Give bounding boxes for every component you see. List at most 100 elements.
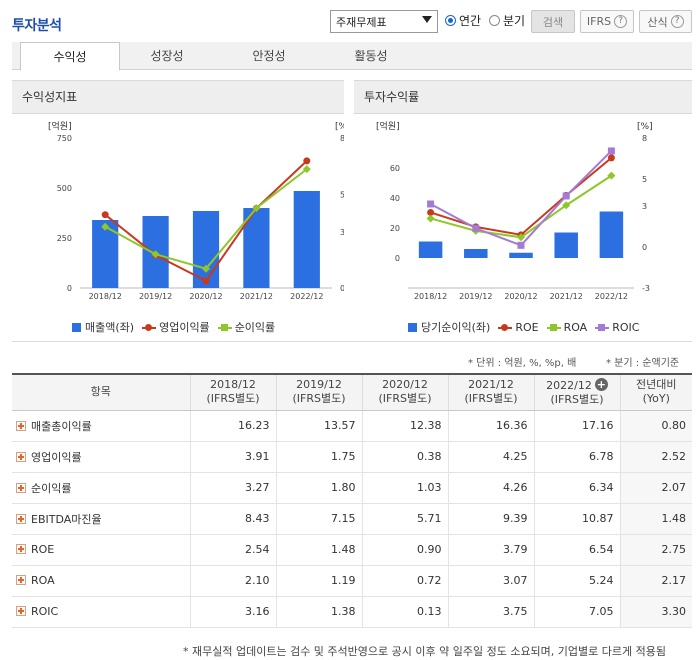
data-point: [202, 277, 210, 285]
value-cell: 1.75: [275, 441, 362, 473]
row-label-cell[interactable]: ROIC: [12, 596, 190, 628]
question-icon: ?: [614, 15, 628, 28]
value-cell: 4.26: [447, 472, 534, 504]
row-label-cell[interactable]: EBITDA마진율: [12, 503, 190, 535]
value-cell: 2.54: [189, 534, 276, 566]
return-chart: [억원] [%] 60 40 20 0 8 5 3 0 -3 2018/12 2019/12 2020/1…: [376, 120, 653, 301]
x-tick-label: 2019/12: [459, 292, 492, 301]
value-cell: 16.23: [189, 410, 276, 442]
header-col: 2018/12 (IFRS별도): [189, 374, 276, 411]
y-right-tick-label: 0: [642, 243, 647, 252]
value-cell: 6.34: [533, 472, 620, 504]
x-tick-label: 2018/12: [414, 292, 447, 301]
statement-select-value: 주재무제표: [336, 16, 387, 29]
legend-swatch: [546, 323, 561, 332]
plus-expand-icon[interactable]: [16, 451, 26, 462]
yoy-cell: 2.75: [619, 534, 692, 566]
header-year: 2021/12: [468, 378, 514, 392]
legend-item: 매출액(좌): [72, 319, 134, 335]
yoy-cell: 0.80: [619, 410, 692, 442]
x-tick-label: 2022/12: [290, 292, 323, 301]
data-point: [427, 200, 435, 208]
row-label-cell[interactable]: ROE: [12, 534, 190, 566]
bar: [599, 211, 624, 258]
row-label: EBITDA마진율: [31, 512, 102, 526]
value-cell: 0.38: [361, 441, 448, 473]
value-cell: 3.07: [447, 565, 534, 597]
row-label-cell[interactable]: 영업이익률: [12, 441, 190, 473]
plus-expand-icon[interactable]: [16, 420, 26, 431]
data-point: [607, 171, 616, 180]
legend-label: ROIC: [612, 320, 640, 334]
tab-stability[interactable]: 안정성: [252, 49, 286, 63]
bar: [418, 241, 443, 258]
data-point: [252, 204, 261, 213]
row-label-cell[interactable]: 순이익률: [12, 472, 190, 504]
x-tick-label: 2021/12: [550, 292, 583, 301]
value-cell: 2.10: [189, 565, 276, 597]
row-label: 영업이익률: [31, 450, 82, 464]
plus-expand-icon[interactable]: [16, 513, 26, 524]
plus-expand-icon[interactable]: [16, 575, 26, 585]
footer-note: * 재무실적 업데이트는 검수 및 주석반영으로 공시 이후 약 일주일 정도 …: [183, 645, 666, 658]
y-right-tick-label: 0: [340, 284, 344, 293]
radio-quarter-label: 분기: [503, 14, 526, 28]
header-year: 2019/12: [296, 378, 342, 392]
section-divider: [12, 341, 692, 342]
chevron-down-icon: [422, 16, 432, 23]
table-row: ROE 2.54 1.48 0.90 3.79 6.54 2.75: [12, 534, 692, 566]
legend-swatch: [142, 323, 157, 332]
plus-expand-icon[interactable]: [16, 544, 26, 554]
yoy-cell: 2.07: [619, 472, 692, 504]
data-point: [607, 154, 615, 162]
table-header-row: 항목 2018/12 (IFRS별도) 2019/12 (IFRS별도) 2020/…: [12, 374, 692, 411]
value-cell: 5.24: [533, 565, 620, 597]
header-yoy: 전년대비 (YoY): [619, 374, 692, 411]
value-cell: 1.19: [275, 565, 362, 597]
tab-growth[interactable]: 성장성: [150, 49, 184, 63]
radio-quarter[interactable]: 분기: [489, 12, 525, 29]
plus-circle-icon[interactable]: +: [594, 377, 608, 391]
page-title: 투자분석: [12, 18, 62, 34]
radio-annual[interactable]: 연간: [445, 12, 481, 29]
series-line: [430, 157, 613, 236]
formula-help-button[interactable]: 산식 ?: [639, 10, 692, 33]
legend-swatch: [72, 322, 81, 332]
table-row: 영업이익률 3.91 1.75 0.38 4.25 6.78 2.52: [12, 441, 692, 473]
row-label-cell[interactable]: 매출총이익률: [12, 410, 190, 442]
tab-profitability[interactable]: 수익성: [20, 42, 120, 71]
y-right-tick-label: 5: [340, 190, 344, 199]
table-row: EBITDA마진율 8.43 7.15 5.71 9.39 10.87 1.48: [12, 503, 692, 535]
header-yoy-sub: (YoY): [642, 392, 670, 406]
y-right-axis-label: [%]: [637, 122, 653, 132]
ifrs-help-button[interactable]: IFRS ?: [580, 10, 634, 33]
plus-expand-icon[interactable]: [16, 482, 26, 493]
radio-annual-label: 연간: [459, 14, 482, 28]
bar: [293, 191, 320, 288]
data-point: [517, 233, 525, 242]
data-point: [303, 157, 311, 165]
y-right-axis-label: [%]: [335, 122, 344, 132]
legend-label: 매출액(좌): [85, 321, 135, 334]
legend-label: 순이익률: [234, 321, 276, 334]
y-left-tick-label: 250: [57, 234, 72, 243]
y-left-tick-label: 20: [390, 224, 400, 233]
row-label-cell[interactable]: ROA: [12, 565, 190, 597]
plus-expand-icon[interactable]: [16, 606, 26, 616]
value-cell: 13.57: [275, 410, 362, 442]
y-right-tick-label: 5: [642, 175, 647, 184]
header-col: 2022/12 + (IFRS별도): [533, 374, 620, 411]
data-point: [302, 165, 311, 174]
search-button[interactable]: 검색: [531, 10, 575, 33]
yoy-cell: 2.17: [619, 565, 692, 597]
data-point: [562, 192, 570, 200]
value-cell: 1.48: [275, 534, 362, 566]
statement-select[interactable]: 주재무제표: [330, 10, 438, 33]
data-point: [202, 264, 210, 273]
ifrs-label: IFRS: [586, 15, 612, 28]
left-panel-title: 수익성지표: [12, 80, 344, 114]
header-col: 2020/12 (IFRS별도): [361, 374, 448, 411]
tab-activity[interactable]: 활동성: [354, 49, 388, 63]
value-cell: 6.78: [533, 441, 620, 473]
radio-checked-icon: [445, 15, 456, 26]
